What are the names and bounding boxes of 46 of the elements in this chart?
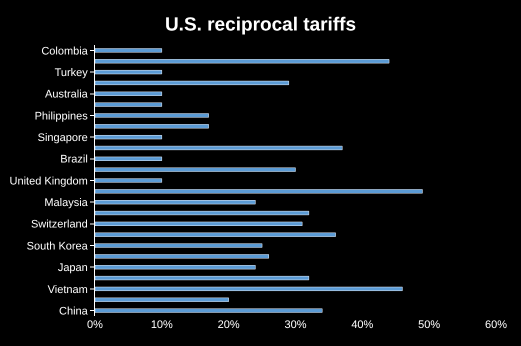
bar bbox=[95, 146, 343, 150]
y-tick-label: Switzerland bbox=[30, 218, 88, 231]
bar bbox=[95, 92, 162, 96]
x-tick-label: 20% bbox=[218, 319, 240, 331]
y-tick-label: United Kingdom bbox=[10, 175, 88, 188]
bar bbox=[95, 80, 290, 86]
y-tick-label: Japan bbox=[58, 262, 88, 274]
bar bbox=[95, 298, 229, 302]
y-tick-label: Colombia bbox=[41, 45, 89, 58]
y-tick-label: Philippines bbox=[34, 110, 88, 122]
y-tick-label: South Korea bbox=[26, 240, 89, 252]
bar bbox=[95, 134, 162, 140]
bar bbox=[95, 178, 162, 183]
x-tick-label: 50% bbox=[418, 319, 440, 331]
bar bbox=[95, 243, 262, 248]
bar bbox=[95, 210, 310, 216]
bar bbox=[95, 59, 390, 64]
bar bbox=[95, 168, 296, 172]
bar bbox=[95, 156, 162, 161]
x-tick-label: 60% bbox=[484, 319, 508, 331]
bar bbox=[95, 70, 162, 74]
y-tick-label: Brazil bbox=[60, 154, 88, 166]
chart-title: U.S. reciprocal tariffs bbox=[164, 14, 356, 36]
x-tick-label: 30% bbox=[284, 319, 307, 331]
x-tick-label: 40% bbox=[351, 319, 374, 331]
y-tick-label: Australia bbox=[45, 88, 89, 101]
bar bbox=[95, 232, 336, 237]
bar bbox=[95, 254, 270, 259]
bar bbox=[95, 276, 310, 280]
bar bbox=[95, 265, 256, 270]
bar bbox=[95, 113, 209, 118]
y-tick-label: Malaysia bbox=[44, 197, 89, 210]
x-tick-label: 10% bbox=[150, 319, 174, 331]
bar bbox=[95, 222, 302, 226]
bar bbox=[95, 200, 256, 204]
bar bbox=[95, 124, 209, 128]
x-tick-label: 0% bbox=[87, 319, 104, 331]
bar bbox=[95, 102, 162, 107]
bar bbox=[95, 286, 403, 292]
bar bbox=[95, 308, 322, 313]
bar bbox=[95, 189, 423, 194]
y-tick-label: Singapore bbox=[38, 132, 88, 144]
y-tick-label: Turkey bbox=[54, 66, 88, 79]
y-tick-label: China bbox=[59, 305, 89, 318]
bar bbox=[95, 48, 162, 53]
y-tick-label: Vietnam bbox=[48, 284, 88, 296]
